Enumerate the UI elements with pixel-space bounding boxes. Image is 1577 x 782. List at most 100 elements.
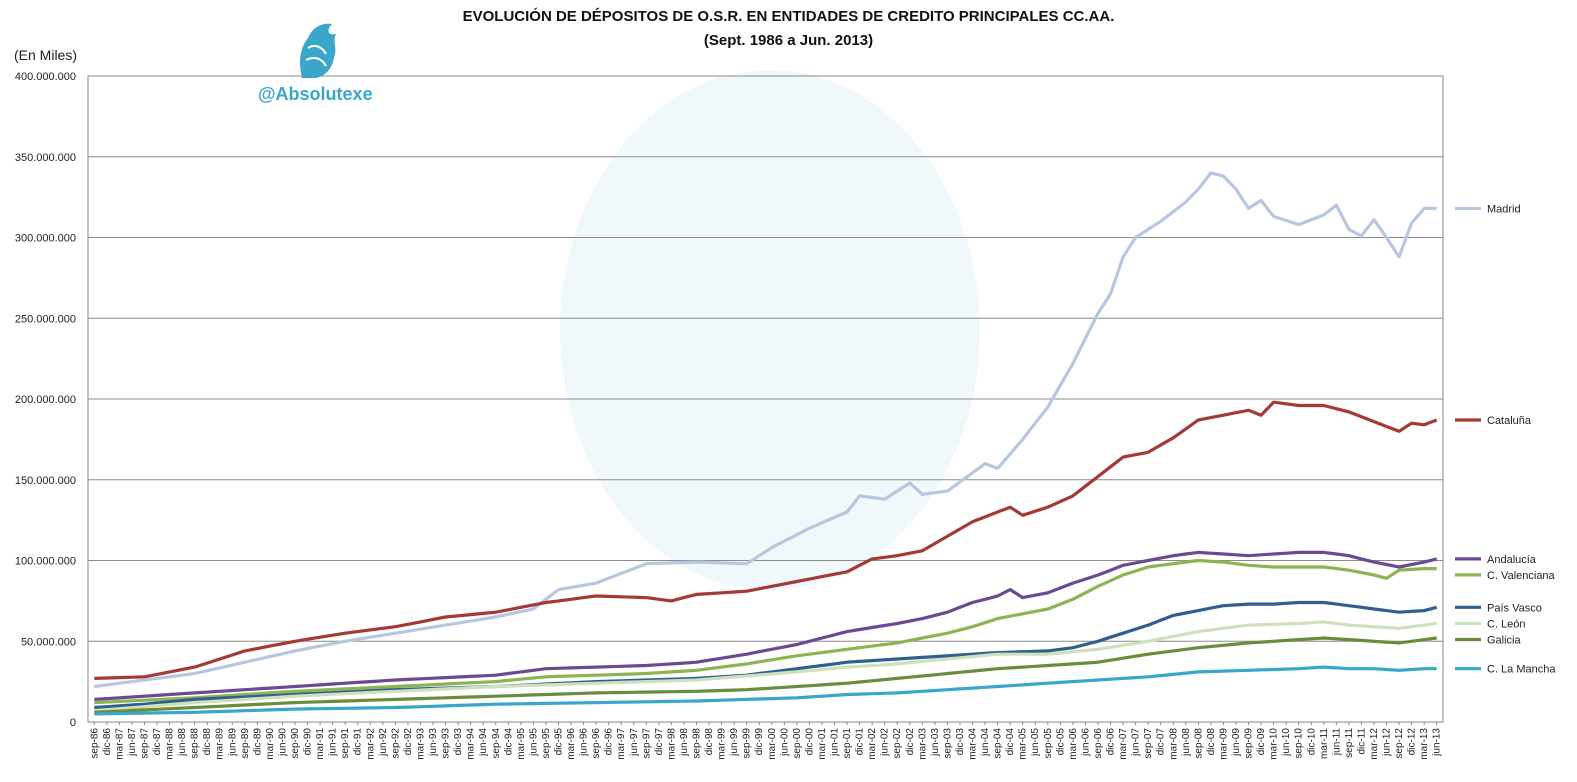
x-tick-label: jun-90 <box>277 728 288 757</box>
x-tick-label: sep-04 <box>993 728 1004 759</box>
legend-label-madrid: Madrid <box>1487 203 1521 215</box>
x-tick-label: mar-89 <box>215 728 226 760</box>
x-tick-label: sep-92 <box>390 728 401 759</box>
x-tick-label: sep-01 <box>842 728 853 759</box>
x-axis: sep-86 dic-86 mar-87 jun-87 sep-87 dic-87 mar-… <box>89 722 1443 760</box>
x-tick-label: mar-88 <box>165 728 176 760</box>
x-tick-label: mar-90 <box>265 728 276 760</box>
x-tick-label: dic-96 <box>604 728 615 756</box>
x-tick-label: dic-93 <box>453 728 464 756</box>
x-tick-label: sep-95 <box>541 728 552 759</box>
x-tick-label: jun-96 <box>579 728 590 757</box>
x-tick-label: mar-05 <box>1018 728 1029 760</box>
x-tick-label: mar-94 <box>466 728 477 760</box>
x-tick-label: mar-02 <box>867 728 878 760</box>
x-tick-label: dic-12 <box>1407 728 1418 756</box>
legend-label-c-valenciana: C. Valenciana <box>1487 570 1556 582</box>
x-tick-label: sep-10 <box>1294 728 1305 759</box>
x-tick-label: dic-09 <box>1256 728 1267 756</box>
x-tick-label: jun-04 <box>980 728 991 757</box>
x-tick-label: jun-87 <box>127 728 138 757</box>
y-tick-label: 0 <box>70 717 76 729</box>
y-tick-label: 350.000.000 <box>15 152 76 164</box>
x-tick-label: jun-08 <box>1181 728 1192 757</box>
series-line-catalu-a <box>94 400 1438 680</box>
x-tick-label: jun-92 <box>378 728 389 757</box>
x-tick-label: mar-97 <box>616 728 627 760</box>
x-tick-label: mar-96 <box>566 728 577 760</box>
x-tick-label: mar-13 <box>1419 728 1430 760</box>
x-tick-label: sep-06 <box>1093 728 1104 759</box>
x-tick-label: sep-98 <box>691 728 702 759</box>
x-tick-label: sep-09 <box>1244 728 1255 759</box>
x-tick-label: sep-11 <box>1344 728 1355 758</box>
x-tick-label: dic-08 <box>1206 728 1217 756</box>
x-tick-label: sep-00 <box>792 728 803 759</box>
x-tick-label: jun-97 <box>629 728 640 757</box>
x-tick-label: dic-97 <box>654 728 665 756</box>
x-tick-label: mar-95 <box>516 728 527 760</box>
series-line-c-valenciana <box>94 558 1437 705</box>
x-tick-label: mar-99 <box>717 728 728 760</box>
y-axis: 0 50.000.000 100.000.000 150.000.000 200.000… <box>15 71 76 729</box>
x-tick-label: mar-06 <box>1068 728 1079 760</box>
x-tick-label: jun-10 <box>1281 728 1292 757</box>
x-tick-label: jun-11 <box>1331 728 1342 756</box>
series-line-pa-s-vasco <box>94 600 1438 710</box>
x-tick-label: mar-03 <box>917 728 928 760</box>
x-tick-label: jun-94 <box>478 728 489 757</box>
x-tick-label: jun-98 <box>679 728 690 757</box>
x-tick-label: sep-86 <box>89 728 100 759</box>
y-tick-label: 100.000.000 <box>15 556 76 568</box>
x-tick-label: dic-90 <box>303 728 314 756</box>
y-tick-label: 200.000.000 <box>15 394 76 406</box>
x-tick-label: jun-06 <box>1080 728 1091 757</box>
x-tick-label: jun-07 <box>1131 728 1142 757</box>
x-tick-label: sep-94 <box>491 728 502 759</box>
x-tick-label: mar-12 <box>1369 728 1380 760</box>
x-tick-label: jun-05 <box>1030 728 1041 757</box>
x-tick-label: sep-93 <box>441 728 452 759</box>
x-tick-label: mar-04 <box>968 728 979 760</box>
x-tick-label: sep-88 <box>190 728 201 759</box>
watermark-emblem <box>560 70 980 590</box>
x-tick-label: dic-03 <box>955 728 966 756</box>
legend-label-andaluc-a: Andalucía <box>1487 554 1537 566</box>
x-tick-label: mar-87 <box>114 728 125 760</box>
unit-label: (En Miles) <box>14 47 78 63</box>
x-tick-label: jun-00 <box>779 728 790 757</box>
x-tick-label: mar-10 <box>1269 728 1280 760</box>
x-tick-label: sep-12 <box>1394 728 1405 759</box>
x-tick-label: sep-99 <box>742 728 753 759</box>
series-line-c-le-n <box>94 620 1437 713</box>
x-tick-label: dic-89 <box>252 728 263 756</box>
x-tick-label: sep-87 <box>139 728 150 759</box>
y-tick-label: 250.000.000 <box>15 313 76 325</box>
x-tick-label: jun-93 <box>428 728 439 757</box>
y-tick-label: 50.000.000 <box>21 636 76 648</box>
x-tick-label: mar-91 <box>315 728 326 760</box>
x-tick-label: jun-03 <box>930 728 941 757</box>
x-tick-label: sep-91 <box>340 728 351 759</box>
y-tick-label: 150.000.000 <box>15 475 76 487</box>
x-tick-label: mar-07 <box>1118 728 1129 760</box>
x-tick-label: sep-07 <box>1143 728 1154 759</box>
x-tick-label: sep-96 <box>591 728 602 759</box>
x-tick-label: jun-99 <box>729 728 740 757</box>
x-tick-label: mar-08 <box>1168 728 1179 760</box>
x-tick-label: dic-00 <box>804 728 815 756</box>
x-tick-label: mar-98 <box>666 728 677 760</box>
x-tick-label: jun-09 <box>1231 728 1242 757</box>
x-tick-label: mar-09 <box>1218 728 1229 760</box>
legend-label-c-le-n: C. León <box>1487 618 1526 630</box>
logo-icon <box>292 18 344 87</box>
x-tick-label: sep-89 <box>240 728 251 759</box>
x-tick-label: dic-06 <box>1106 728 1117 756</box>
x-tick-label: mar-11 <box>1319 728 1330 759</box>
series-line-galicia <box>94 636 1437 714</box>
logo-handle: @Absolutexe <box>258 84 373 104</box>
x-tick-label: mar-01 <box>817 728 828 760</box>
x-tick-label: dic-05 <box>1055 728 1066 756</box>
x-tick-label: sep-97 <box>641 728 652 759</box>
